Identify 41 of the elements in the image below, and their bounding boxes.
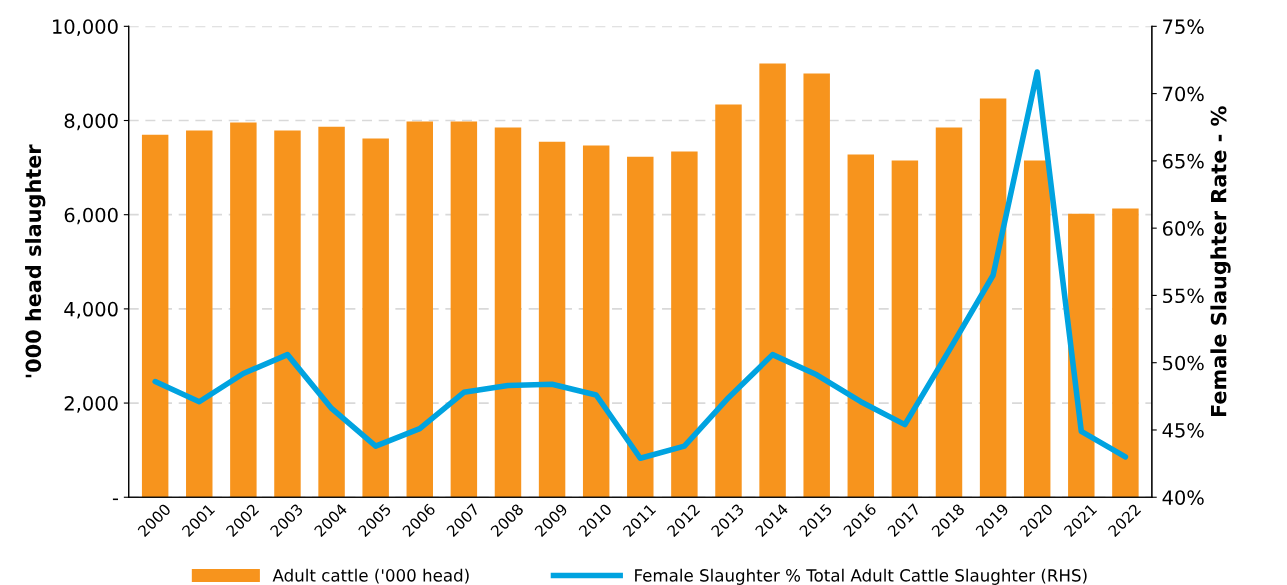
y2-tick-label: 45% xyxy=(1162,422,1204,438)
bar xyxy=(406,121,433,498)
y-axis-title: '000 head slaughter xyxy=(25,144,46,378)
y2-tick-label: 55% xyxy=(1163,288,1204,304)
y-tick-label: - xyxy=(112,498,119,501)
y2-tick-label: 75% xyxy=(1163,19,1204,34)
bar xyxy=(274,130,301,498)
bar xyxy=(230,122,257,498)
bar xyxy=(627,156,654,498)
bar xyxy=(759,63,786,498)
y-tick-label: 10,000 xyxy=(53,19,118,36)
legend-label: Female Slaughter % Total Adult Cattle Slaughter (RHS) xyxy=(635,568,1087,585)
y-tick-label: 6,000 xyxy=(64,207,118,225)
bar xyxy=(141,134,169,498)
y-tick-label: 4,000 xyxy=(64,301,118,319)
y-tick-label: 2,000 xyxy=(64,396,118,413)
bar xyxy=(318,126,345,498)
bar xyxy=(538,141,566,498)
y-tick-label: 8,000 xyxy=(64,113,118,131)
bar xyxy=(715,104,742,498)
bar xyxy=(582,145,610,498)
bar xyxy=(803,73,830,498)
bar xyxy=(494,127,522,498)
bar xyxy=(671,151,698,498)
y2-tick-label: 65% xyxy=(1162,153,1204,169)
y2-axis-title: Female Slaughter Rate - % xyxy=(1210,106,1231,417)
legend-label: Adult cattle ('000 head) xyxy=(272,568,469,584)
y2-tick-label: 60% xyxy=(1162,221,1204,236)
bar xyxy=(186,130,213,498)
y2-tick-label: 50% xyxy=(1163,355,1204,371)
y2-tick-label: 40% xyxy=(1162,490,1204,505)
y2-tick-label: 70% xyxy=(1163,86,1204,102)
bar xyxy=(979,98,1007,498)
bar xyxy=(1068,213,1095,498)
bar xyxy=(450,121,478,498)
bar xyxy=(1112,208,1139,498)
bar xyxy=(891,160,919,498)
bar xyxy=(847,154,875,498)
bar xyxy=(362,138,389,498)
bar xyxy=(1023,160,1051,498)
bar xyxy=(935,127,963,498)
